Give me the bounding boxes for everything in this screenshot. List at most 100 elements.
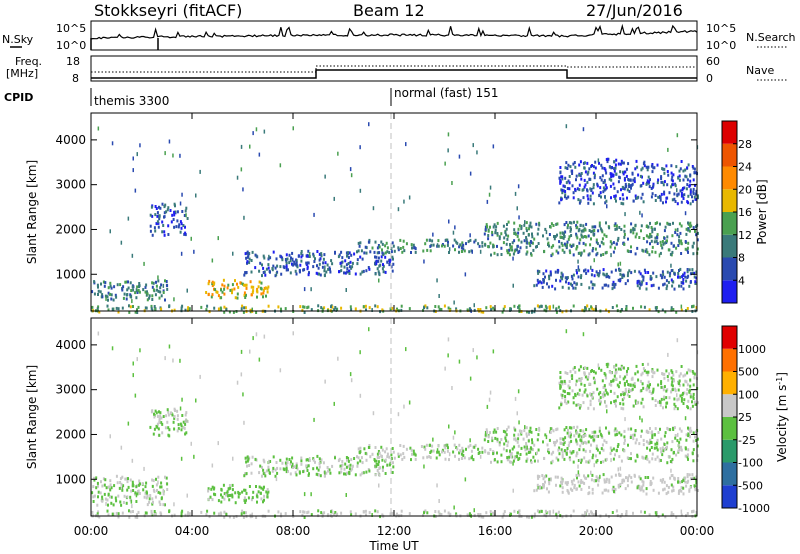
velocity-cell <box>530 460 533 464</box>
velocity-cell <box>540 509 543 513</box>
power-cell <box>582 224 585 228</box>
power-cell <box>295 272 298 276</box>
velocity-cell <box>666 375 669 378</box>
power-cell <box>240 307 243 311</box>
velocity-cell <box>596 387 599 391</box>
velocity-cell <box>566 447 569 450</box>
velocity-cell <box>542 440 544 444</box>
velocity-cell <box>677 480 680 484</box>
velocity-cell <box>591 435 594 439</box>
velocity-cell <box>479 454 482 459</box>
velocity-cell <box>537 448 540 452</box>
power-cell <box>672 308 675 311</box>
power-cell <box>635 232 638 236</box>
velocity-cell <box>120 445 123 450</box>
velocity-cell <box>588 512 591 516</box>
velocity-cell <box>648 460 651 464</box>
velocity-cell <box>599 402 602 406</box>
velocity-cell <box>667 455 670 459</box>
power-cell <box>600 163 603 167</box>
power-cell <box>300 252 303 255</box>
velocity-cell <box>127 421 130 426</box>
velocity-cell <box>584 434 587 437</box>
power-cell <box>455 240 458 244</box>
velocity-cell <box>605 440 608 444</box>
power-cell <box>555 310 558 314</box>
velocity-cell <box>400 513 403 517</box>
power-cell <box>639 174 642 178</box>
power-cell <box>443 244 446 248</box>
velocity-cell <box>582 401 585 405</box>
velocity-cell <box>691 400 693 404</box>
power-cell <box>134 291 137 295</box>
velocity-cell <box>671 380 674 384</box>
power-cell <box>168 139 171 144</box>
power-cell <box>508 253 511 257</box>
power-cell <box>349 260 352 264</box>
velocity-cell <box>649 480 652 483</box>
noise-sky-line <box>90 23 698 40</box>
power-cell <box>568 221 571 225</box>
power-cell <box>550 222 553 226</box>
velocity-cell <box>621 390 624 394</box>
power-cell <box>277 305 280 309</box>
power-cell <box>472 143 474 148</box>
power-cell <box>691 165 694 168</box>
power-cell <box>584 235 586 238</box>
power-cell <box>584 228 587 232</box>
power-colorbar-tick-label: 16 <box>738 206 752 219</box>
velocity-cell <box>683 398 686 402</box>
power-cell <box>567 286 570 290</box>
velocity-cell <box>650 446 653 449</box>
power-cell <box>391 306 394 310</box>
velocity-cell <box>164 475 166 479</box>
power-cell <box>547 285 550 289</box>
power-cell <box>648 180 651 184</box>
power-cell <box>375 259 378 263</box>
velocity-cell <box>588 372 591 376</box>
power-cell <box>154 293 157 297</box>
velocity-cell <box>517 444 520 448</box>
power-cell <box>619 277 622 281</box>
velocity-cell <box>569 431 572 435</box>
power-cell <box>529 244 532 248</box>
velocity-cell <box>461 446 464 450</box>
power-cell <box>647 165 650 169</box>
velocity-cell <box>687 399 690 403</box>
power-cell <box>301 253 304 257</box>
power-cell <box>686 248 689 252</box>
velocity-cell <box>671 388 674 392</box>
velocity-cell <box>561 455 564 459</box>
velocity-cell <box>231 488 234 492</box>
power-cell <box>605 283 607 287</box>
power-cell <box>132 305 134 308</box>
velocity-cell <box>107 503 109 507</box>
power-cell <box>627 271 630 275</box>
power-cell <box>686 246 689 250</box>
velocity-cell <box>696 401 699 405</box>
velocity-cell <box>121 488 124 492</box>
velocity-cell <box>93 476 96 480</box>
power-cell <box>234 296 237 300</box>
power-ytick-label: 4000 <box>55 133 86 147</box>
power-cell <box>382 263 384 267</box>
velocity-cell <box>509 449 511 453</box>
power-cell <box>274 274 277 278</box>
power-cell <box>505 242 508 246</box>
velocity-cell <box>473 508 475 513</box>
velocity-cell <box>678 382 680 386</box>
power-cell <box>400 304 403 308</box>
power-cell <box>138 285 140 288</box>
velocity-cell <box>109 488 112 492</box>
velocity-cell <box>448 424 450 429</box>
velocity-cell <box>678 379 681 383</box>
velocity-cell <box>350 378 353 383</box>
velocity-colorbar-tick-label: -500 <box>738 479 763 492</box>
power-cell <box>96 307 99 311</box>
power-cell <box>170 220 173 224</box>
power-cell <box>560 271 563 275</box>
power-cell <box>596 273 599 277</box>
velocity-cell <box>548 451 550 455</box>
velocity-cell <box>598 429 601 433</box>
velocity-cell <box>630 480 633 484</box>
